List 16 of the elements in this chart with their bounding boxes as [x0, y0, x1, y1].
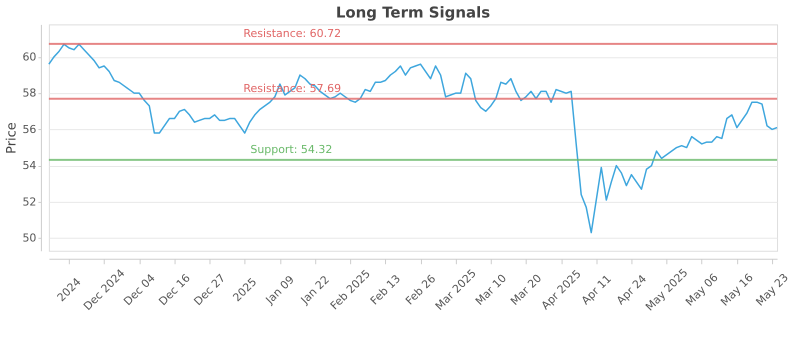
- y-tick-label: 50: [22, 232, 36, 245]
- chart-title: Long Term Signals: [336, 3, 490, 22]
- ref-line-label: Support: 54.32: [250, 142, 332, 156]
- y-tick-label: 54: [22, 159, 36, 172]
- y-tick-label: 60: [22, 50, 36, 64]
- y-tick-label: 58: [22, 86, 36, 100]
- x-tick-label: Apr 11: [578, 272, 614, 308]
- y-tick-label: 56: [22, 122, 36, 136]
- y-tick-label: 52: [22, 195, 36, 208]
- x-tick-label: Dec 16: [156, 272, 193, 308]
- y-axis-title: Price: [4, 122, 20, 154]
- x-tick-label: Feb 13: [368, 272, 404, 308]
- x-tick-label: Dec 27: [191, 272, 228, 308]
- x-tick-label: Jan 09: [262, 273, 297, 308]
- line-series: [48, 44, 778, 234]
- ref-line-label: Resistance: 60.72: [243, 26, 342, 40]
